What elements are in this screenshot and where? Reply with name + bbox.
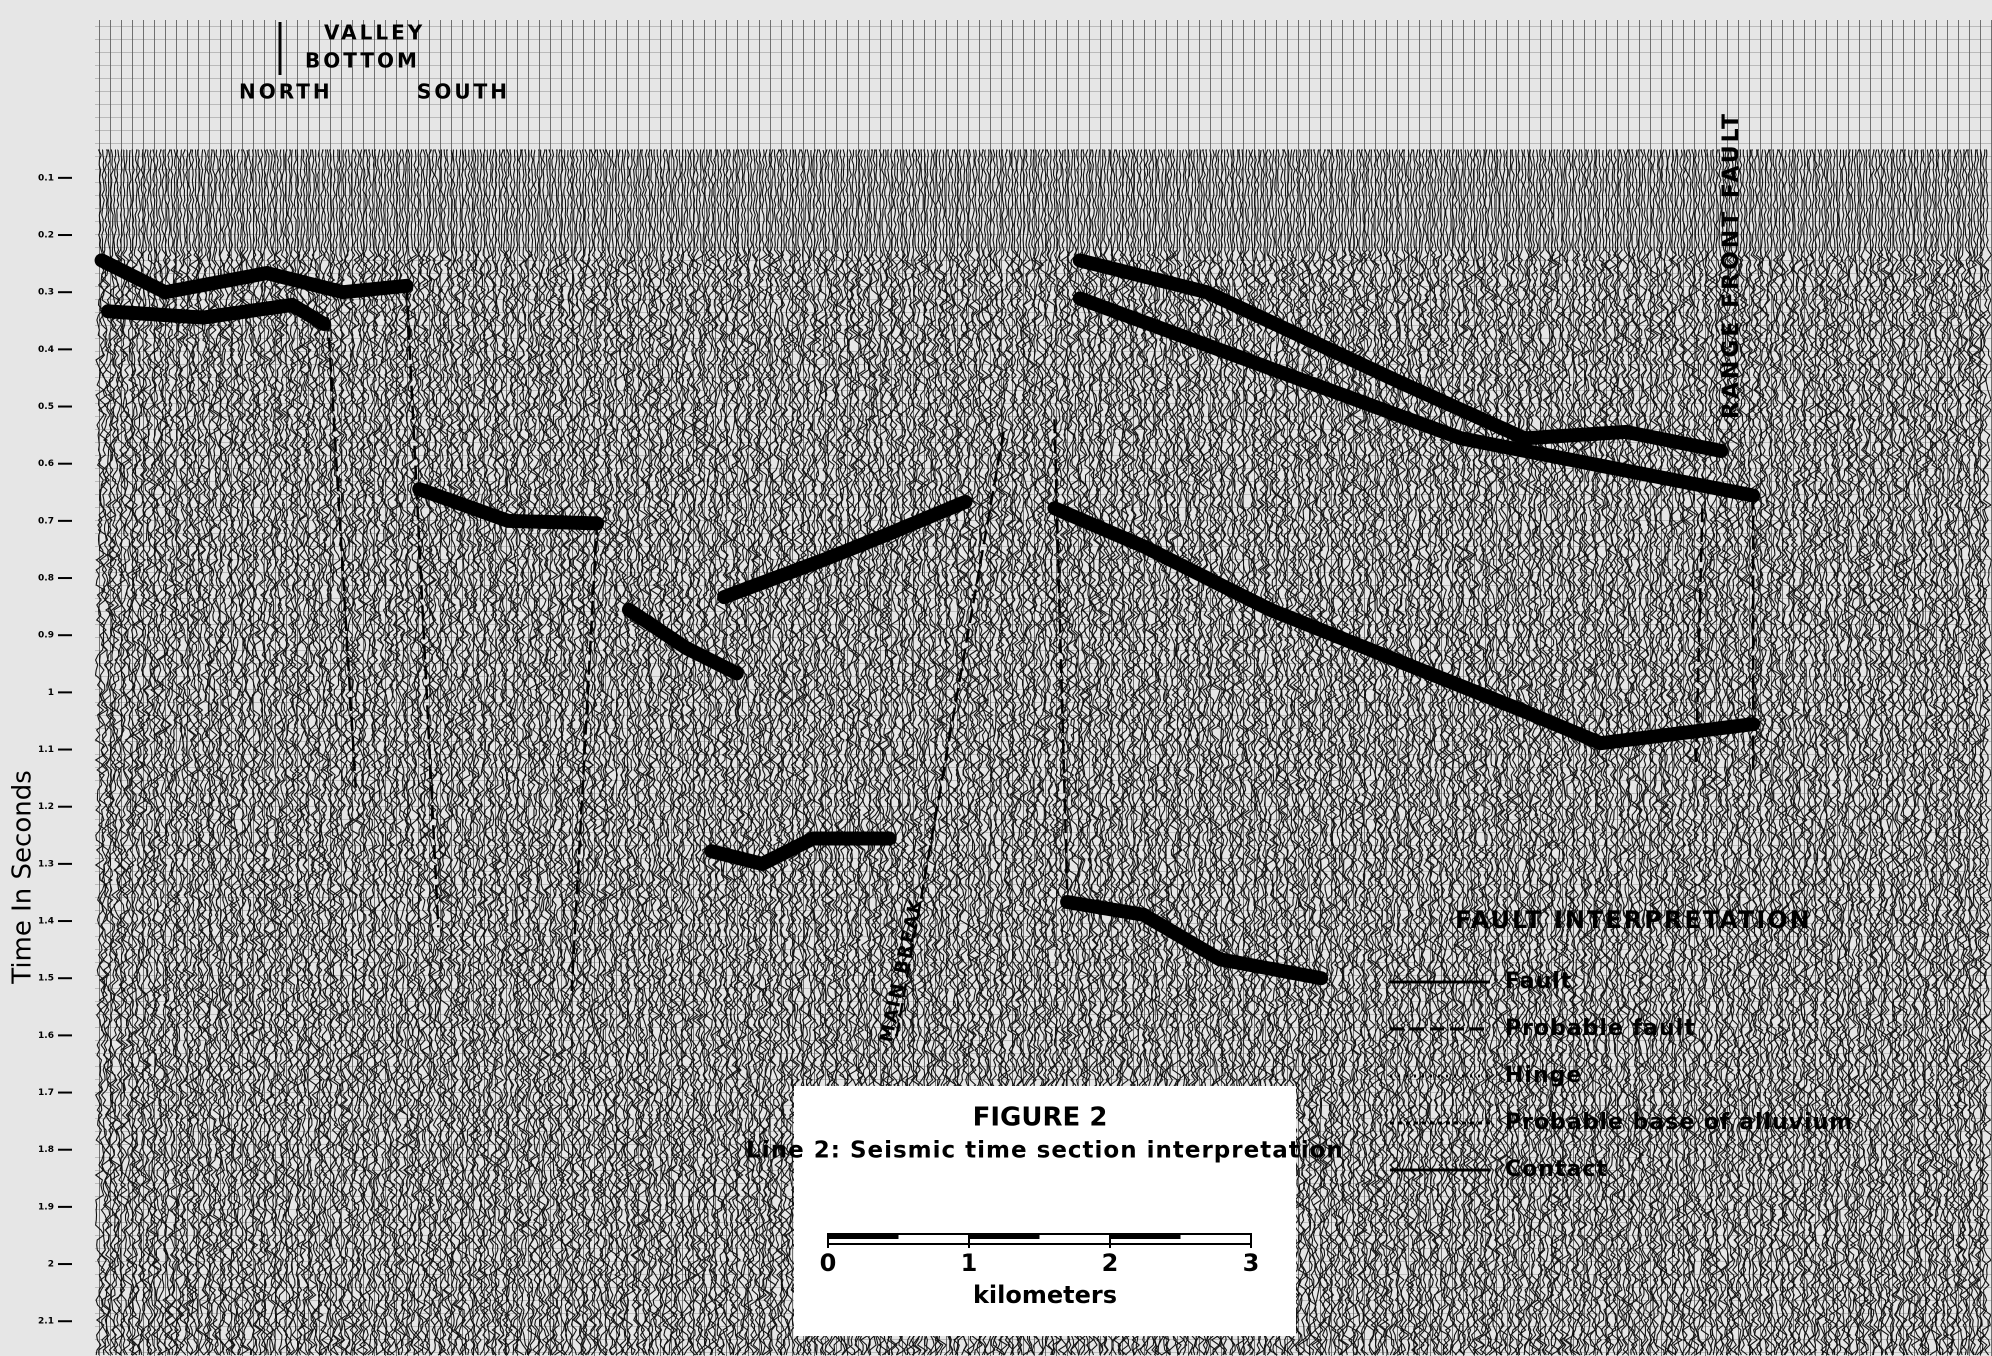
figure-caption: Line 2: Seismic time section interpretat…	[746, 1138, 1344, 1164]
y-tick-label: 0.9	[38, 631, 54, 641]
seismic-traces	[94, 149, 1992, 1356]
horizon	[1060, 895, 1329, 986]
horizon	[717, 494, 973, 605]
trace	[103, 149, 1987, 1356]
figure-title: FIGURE 2	[973, 1103, 1108, 1133]
scale-label: 1	[961, 1249, 978, 1277]
y-tick-label: 0.6	[38, 459, 54, 469]
y-tick-label: 2	[48, 1260, 54, 1270]
fault-line	[326, 317, 357, 788]
y-tick-label: 1.1	[38, 745, 54, 755]
legend-label: Hinge	[1505, 1063, 1582, 1088]
legend: Fault Probable fault Hinge Probable base of…	[1390, 969, 1853, 1182]
y-tick-label: 1.4	[38, 917, 54, 927]
fault-line	[1053, 419, 1069, 890]
y-axis-label: Time In Seconds	[8, 770, 38, 985]
scale-label: 0	[820, 1249, 837, 1277]
horizon	[101, 297, 331, 331]
y-tick-label: 0.3	[38, 288, 54, 298]
fault-line	[1694, 508, 1704, 763]
annotation: SOUTH	[417, 80, 510, 104]
horizon	[621, 602, 744, 681]
time-axis: 0.1 0.2 0.3 0.4 0.5 0.6 0.7 0.8 0.9 1 1.1 1.2 1.3 1.4…	[38, 173, 72, 1327]
legend-label: Fault	[1505, 969, 1572, 994]
scale-bar-segment	[1110, 1234, 1181, 1239]
y-tick-label: 2.1	[38, 1317, 54, 1327]
fault-line	[570, 520, 599, 991]
scale-label: 3	[1243, 1249, 1260, 1277]
y-tick-label: 1.5	[38, 974, 54, 984]
scale-label: 2	[1102, 1249, 1119, 1277]
y-tick-label: 1.2	[38, 802, 54, 812]
legend-title: FAULT INTERPRETATION	[1455, 906, 1812, 934]
horizon	[704, 831, 897, 872]
annotation: VALLEY	[324, 21, 425, 45]
horizon	[1047, 501, 1761, 751]
horizon	[1072, 253, 1729, 458]
y-tick-label: 0.2	[38, 231, 54, 241]
fault-line	[894, 431, 1005, 1042]
legend-label: Probable fault	[1505, 1016, 1696, 1041]
annotation: RANGE FRONT FAULT	[1719, 111, 1744, 419]
legend-label: Probable base of alluvium	[1505, 1110, 1853, 1135]
y-tick-label: 1	[48, 688, 54, 698]
annotation: BOTTOM	[305, 49, 420, 73]
horizon	[94, 253, 414, 300]
legend-label: Contact	[1505, 1157, 1608, 1182]
y-tick-label: 1.9	[38, 1202, 54, 1212]
y-tick-label: 0.7	[38, 516, 54, 526]
fault-line	[405, 285, 440, 928]
horizon	[1072, 291, 1761, 503]
horizons	[94, 253, 1761, 1042]
scale-bar-segment	[969, 1234, 1040, 1239]
y-tick-label: 0.1	[38, 173, 54, 183]
y-tick-label: 0.5	[38, 402, 54, 412]
scale-unit: kilometers	[973, 1281, 1117, 1309]
horizon	[412, 482, 605, 531]
figure-box	[794, 1086, 1296, 1336]
y-tick-label: 1.6	[38, 1031, 54, 1041]
annotation: NORTH	[239, 80, 333, 104]
scale-bar-segment	[828, 1234, 899, 1239]
y-tick-label: 1.8	[38, 1145, 54, 1155]
y-tick-label: 1.3	[38, 859, 54, 869]
y-tick-label: 0.8	[38, 574, 54, 584]
y-tick-label: 1.7	[38, 1088, 54, 1098]
y-tick-label: 0.4	[38, 345, 54, 355]
scale-bar: 0 1 2 3	[820, 1233, 1260, 1277]
